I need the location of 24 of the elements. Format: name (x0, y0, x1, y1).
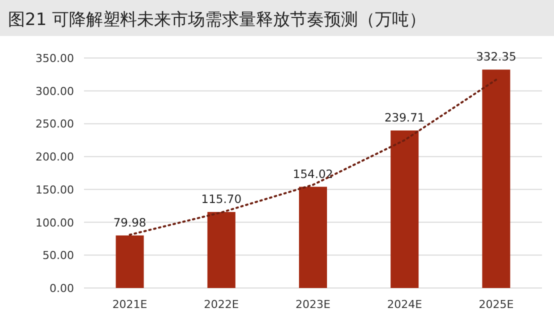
x-tick-label: 2021E (112, 298, 148, 311)
y-tick-label: 250.00 (36, 118, 74, 131)
data-label: 154.02 (292, 166, 334, 181)
x-tick-label: 2024E (387, 298, 422, 311)
data-label: 79.98 (113, 215, 146, 230)
bar (116, 235, 144, 288)
bar (390, 130, 419, 288)
chart-title: 图21 可降解塑料未来市场需求量释放节奏预测（万吨） (8, 10, 426, 30)
bar (482, 70, 510, 288)
x-tick-label: 2023E (296, 298, 331, 311)
y-tick-label: 100.00 (36, 216, 74, 230)
y-tick-label: 50.00 (42, 249, 74, 262)
y-tick-label: 350.00 (36, 52, 74, 65)
bar (299, 186, 327, 288)
y-tick-label: 300.00 (36, 84, 74, 98)
y-tick-label: 200.00 (36, 150, 74, 164)
data-label: 332.35 (476, 50, 516, 64)
x-tick-label: 2025E (478, 298, 514, 311)
bar (207, 212, 236, 288)
y-tick-label: 150.00 (36, 183, 74, 196)
data-label: 115.70 (201, 192, 242, 206)
x-tick-label: 2022E (204, 298, 239, 311)
y-tick-label: 0.00 (50, 282, 74, 295)
data-label: 239.71 (384, 110, 425, 124)
